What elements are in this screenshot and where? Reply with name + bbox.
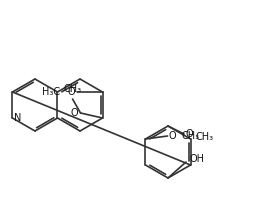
Text: O: O: [68, 87, 76, 97]
Text: CH₃: CH₃: [182, 131, 200, 141]
Text: O: O: [71, 108, 78, 118]
Text: OH: OH: [190, 154, 205, 164]
Text: CH₃: CH₃: [63, 84, 82, 94]
Text: N: N: [15, 113, 22, 123]
Text: O: O: [169, 131, 176, 141]
Text: H₃C: H₃C: [42, 87, 61, 97]
Text: CH₃: CH₃: [196, 132, 214, 142]
Text: O: O: [185, 129, 193, 139]
